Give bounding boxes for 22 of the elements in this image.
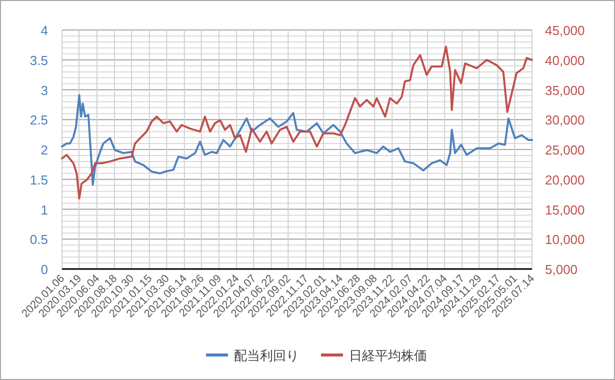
- y-tick-label: 0: [40, 262, 48, 277]
- y2-tick-label: 15,000: [545, 202, 585, 218]
- y2-tick-label: 20,000: [545, 172, 585, 188]
- y2-tick-label: 40,000: [545, 52, 585, 68]
- y-tick-label: 2: [40, 142, 48, 158]
- y-tick-label: 1.5: [30, 172, 48, 188]
- legend-label: 配当利回り: [234, 349, 299, 364]
- y-tick-label: 4: [40, 23, 48, 38]
- y-tick-label: 3.5: [30, 52, 48, 68]
- y2-tick-label: 5,000: [545, 262, 578, 277]
- line-series: [61, 94, 533, 186]
- y2-tick-label: 10,000: [545, 232, 585, 248]
- y2-tick-label: 25,000: [545, 142, 585, 158]
- y-tick-label: 3: [40, 82, 48, 98]
- y-tick-label: 2.5: [30, 112, 48, 128]
- y-tick-label: 1: [40, 202, 48, 218]
- y-tick-label: 0.5: [30, 232, 48, 248]
- legend-label: 日経平均株価: [349, 349, 427, 364]
- y2-tick-label: 45,000: [545, 23, 585, 38]
- line-series: [61, 46, 533, 200]
- y2-tick-label: 35,000: [545, 82, 585, 98]
- y2-tick-label: 30,000: [545, 112, 585, 128]
